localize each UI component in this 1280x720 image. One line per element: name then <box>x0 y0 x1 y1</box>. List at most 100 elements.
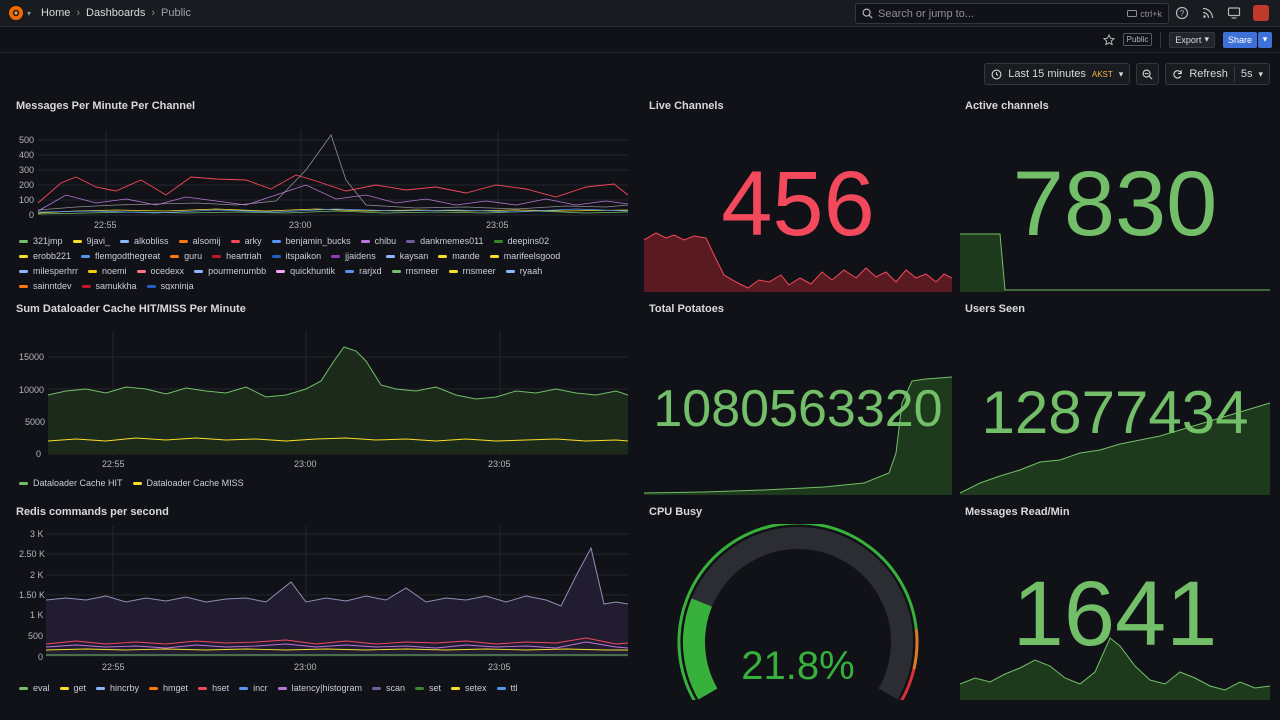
legend-item[interactable]: latency|histogram <box>277 680 362 696</box>
panel-title: Total Potatoes <box>649 303 724 315</box>
legend-item[interactable]: set <box>414 680 441 696</box>
legend-item[interactable]: ryaah <box>505 266 542 276</box>
legend-swatch <box>451 686 460 690</box>
legend-item[interactable]: ocedexx <box>136 266 184 276</box>
legend-item[interactable]: itspaikon <box>271 251 321 261</box>
legend-item[interactable]: jjaidens <box>331 251 376 261</box>
legend-item[interactable]: hincrby <box>96 680 139 696</box>
legend-swatch <box>149 686 159 690</box>
panel-messages-per-minute[interactable]: Messages Per Minute Per Channel 500 400 … <box>16 100 628 290</box>
legend-swatch <box>239 686 249 690</box>
legend-item[interactable]: scan <box>371 680 405 696</box>
zoom-out-button[interactable] <box>1136 63 1160 85</box>
x-tick: 23:00 <box>289 220 312 230</box>
monitor-icon[interactable] <box>1227 6 1241 20</box>
legend-item[interactable]: rnsmeer <box>391 266 439 276</box>
legend-item[interactable]: quickhuntik <box>276 266 335 276</box>
chevron-down-icon: ▾ <box>1118 68 1124 79</box>
legend-label: rnsmeer <box>462 266 496 276</box>
breadcrumb-dashboards[interactable]: Dashboards <box>86 7 146 19</box>
panel-title: Sum Dataloader Cache HIT/MISS Per Minute <box>16 303 246 315</box>
legend-swatch <box>448 269 458 273</box>
help-icon[interactable]: ? <box>1175 6 1189 20</box>
export-button[interactable]: Export ▾ <box>1169 31 1215 48</box>
stat-value: 1080563320 <box>653 380 943 438</box>
legend-label: Dataloader Cache HIT <box>33 478 123 488</box>
search-input[interactable] <box>878 7 1128 20</box>
panel-redis-commands[interactable]: Redis commands per second 3 K 2.50 K 2 K… <box>16 506 628 700</box>
chevron-down-icon[interactable]: ▾ <box>27 8 32 18</box>
legend-item[interactable]: erobb221 <box>19 251 71 261</box>
dataloader-timeseries-chart[interactable]: 15000 10000 5000 0 22:55 23:00 23:05 <box>16 331 628 473</box>
legend-item[interactable]: chibu <box>360 236 396 246</box>
legend-item[interactable]: eval <box>19 680 50 696</box>
legend-item[interactable]: incr <box>239 680 268 696</box>
legend-label: arky <box>244 236 262 246</box>
legend-item[interactable]: sainntdev <box>19 281 72 290</box>
legend-item[interactable]: sgxninja_ <box>146 281 199 290</box>
panel-live-channels[interactable]: Live Channels 456 <box>644 100 952 292</box>
legend-item[interactable]: 9javi_ <box>72 236 110 246</box>
share-button[interactable]: Share <box>1222 31 1257 48</box>
legend-item[interactable]: Dataloader Cache HIT <box>19 475 123 491</box>
legend-label: set <box>428 683 441 693</box>
legend-item[interactable]: benjamin_bucks <box>271 236 351 246</box>
panel-users-seen[interactable]: Users Seen 12877434 <box>960 303 1270 495</box>
star-icon[interactable] <box>1102 33 1115 46</box>
legend-item[interactable]: rnsmeer <box>448 266 496 276</box>
panel-messages-read[interactable]: Messages Read/Min 1641 <box>960 506 1270 700</box>
legend-item[interactable]: marifeelsgood <box>489 251 560 261</box>
panel-total-potatoes[interactable]: Total Potatoes 1080563320 <box>644 303 952 495</box>
legend-swatch <box>391 269 401 273</box>
refresh-picker[interactable]: Refresh 5s ▾ <box>1165 63 1270 85</box>
legend-item[interactable]: hmget <box>149 680 188 696</box>
legend-swatch <box>19 239 28 243</box>
legend-swatch <box>136 269 146 273</box>
legend-item[interactable]: dankmemes011 <box>406 236 484 246</box>
legend-item[interactable]: alsomij <box>178 236 221 246</box>
panel-active-channels[interactable]: Active channels 7830 <box>960 100 1270 292</box>
legend-item[interactable]: get <box>59 680 86 696</box>
legend-label: erobb221 <box>33 251 72 261</box>
keyboard-icon <box>1127 10 1138 17</box>
user-avatar[interactable] <box>1253 5 1269 21</box>
legend-item[interactable]: kaysan <box>385 251 428 261</box>
legend-item[interactable]: alkobliss <box>120 236 169 246</box>
breadcrumb-home[interactable]: Home <box>41 7 71 19</box>
legend-item[interactable]: hset <box>198 680 229 696</box>
shortcut-label: ctrl+k <box>1140 8 1162 19</box>
legend-item[interactable]: ttl <box>496 680 518 696</box>
legend-item[interactable]: pourmenumbb <box>194 266 266 276</box>
legend-item[interactable]: deepins02 <box>493 236 549 246</box>
grafana-logo-icon[interactable] <box>8 5 24 21</box>
legend-item[interactable]: rarjxd <box>345 266 382 276</box>
panel-title: Live Channels <box>649 100 724 112</box>
legend-item[interactable]: noemi <box>88 266 127 276</box>
time-range-picker[interactable]: Last 15 minutes AKST ▾ <box>984 63 1131 85</box>
panel-cpu-busy[interactable]: CPU Busy 21.8% <box>644 506 952 700</box>
legend-item[interactable]: arky <box>230 236 262 246</box>
legend-item[interactable]: samukkha <box>81 281 137 290</box>
panel-dataloader-cache[interactable]: Sum Dataloader Cache HIT/MISS Per Minute… <box>16 303 628 493</box>
legend-swatch <box>438 254 448 258</box>
legend-label: Dataloader Cache MISS <box>146 478 244 488</box>
legend-item[interactable]: heartriah <box>212 251 262 261</box>
y-tick: 10000 <box>19 385 44 395</box>
stat-value: 456 <box>721 153 875 255</box>
y-axis: 500 400 300 200 100 0 <box>19 135 34 220</box>
legend-item[interactable]: guru <box>170 251 202 261</box>
legend-item[interactable]: milesperhrr <box>19 266 78 276</box>
legend-item[interactable]: 321jmp <box>19 236 63 246</box>
legend-item[interactable]: mande <box>438 251 480 261</box>
legend-item[interactable]: Dataloader Cache MISS <box>132 475 244 491</box>
messages-timeseries-chart[interactable]: 500 400 300 200 100 0 22:55 23:00 23:05 <box>16 125 628 237</box>
share-dropdown-button[interactable]: ▾ <box>1258 31 1272 48</box>
search-box[interactable]: ctrl+k <box>855 3 1169 24</box>
legend-item[interactable]: flemgodthegreat <box>81 251 160 261</box>
legend-item[interactable]: setex <box>451 680 487 696</box>
x-axis: 22:55 23:00 23:05 <box>94 220 509 230</box>
legend-swatch <box>19 269 28 273</box>
redis-timeseries-chart[interactable]: 3 K 2.50 K 2 K 1.50 K 1 K 500 0 22:55 23… <box>16 526 628 676</box>
y-tick: 200 <box>19 180 34 190</box>
rss-icon[interactable] <box>1201 6 1215 20</box>
